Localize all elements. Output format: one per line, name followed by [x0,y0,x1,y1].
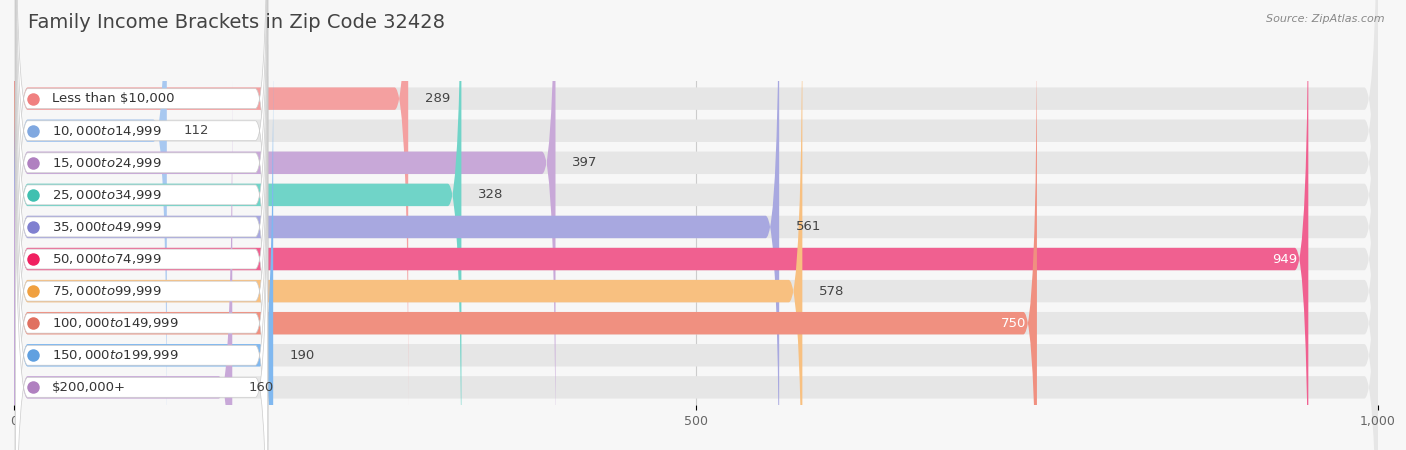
Text: $10,000 to $14,999: $10,000 to $14,999 [52,124,162,138]
Text: $200,000+: $200,000+ [52,381,127,394]
Text: $15,000 to $24,999: $15,000 to $24,999 [52,156,162,170]
FancyBboxPatch shape [15,0,267,450]
FancyBboxPatch shape [14,0,1378,450]
FancyBboxPatch shape [14,14,1378,450]
FancyBboxPatch shape [15,12,267,450]
FancyBboxPatch shape [14,0,1378,450]
Text: 160: 160 [249,381,274,394]
FancyBboxPatch shape [14,78,232,450]
Text: $150,000 to $199,999: $150,000 to $199,999 [52,348,179,362]
Text: $35,000 to $49,999: $35,000 to $49,999 [52,220,162,234]
FancyBboxPatch shape [14,0,1309,450]
Text: 289: 289 [425,92,450,105]
FancyBboxPatch shape [14,0,461,450]
FancyBboxPatch shape [14,0,555,450]
FancyBboxPatch shape [14,78,1378,450]
Text: Less than $10,000: Less than $10,000 [52,92,174,105]
Text: 561: 561 [796,220,821,234]
FancyBboxPatch shape [15,0,267,410]
Text: $25,000 to $34,999: $25,000 to $34,999 [52,188,162,202]
Text: $50,000 to $74,999: $50,000 to $74,999 [52,252,162,266]
FancyBboxPatch shape [14,0,1378,450]
FancyBboxPatch shape [15,0,267,441]
FancyBboxPatch shape [14,0,1378,450]
Text: 190: 190 [290,349,315,362]
FancyBboxPatch shape [14,0,408,408]
Text: $100,000 to $149,999: $100,000 to $149,999 [52,316,179,330]
FancyBboxPatch shape [14,0,779,450]
Text: Family Income Brackets in Zip Code 32428: Family Income Brackets in Zip Code 32428 [28,14,446,32]
FancyBboxPatch shape [15,45,267,450]
Text: 578: 578 [818,284,844,297]
FancyBboxPatch shape [14,14,1038,450]
FancyBboxPatch shape [15,76,267,450]
Text: 328: 328 [478,189,503,202]
Text: 112: 112 [183,124,208,137]
FancyBboxPatch shape [14,46,273,450]
FancyBboxPatch shape [14,0,1378,408]
FancyBboxPatch shape [15,0,267,378]
Text: Source: ZipAtlas.com: Source: ZipAtlas.com [1267,14,1385,23]
FancyBboxPatch shape [14,0,803,450]
FancyBboxPatch shape [15,108,267,450]
FancyBboxPatch shape [14,46,1378,450]
Text: 750: 750 [1001,317,1026,330]
Text: $75,000 to $99,999: $75,000 to $99,999 [52,284,162,298]
FancyBboxPatch shape [14,0,1378,450]
Text: 397: 397 [572,156,598,169]
FancyBboxPatch shape [15,0,267,450]
FancyBboxPatch shape [14,0,1378,440]
FancyBboxPatch shape [14,0,167,440]
FancyBboxPatch shape [15,0,267,450]
Text: 949: 949 [1272,252,1298,266]
